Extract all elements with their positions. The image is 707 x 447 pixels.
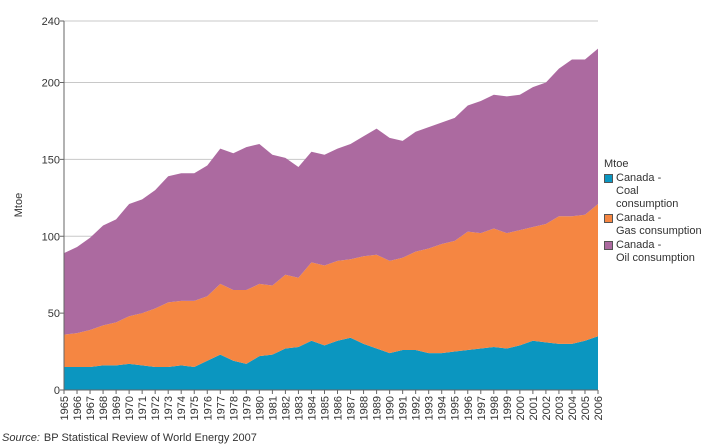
x-tick-label: 1986	[333, 396, 345, 420]
y-tick-label: 100	[42, 231, 60, 243]
legend-swatch-gas	[604, 214, 613, 223]
y-axis-label: Mtoe	[13, 193, 25, 217]
x-tick-label: 1993	[424, 396, 436, 420]
legend-title: Mtoe	[604, 158, 629, 170]
x-tick-label: 1966	[72, 396, 84, 420]
x-tick-label: 1979	[241, 396, 253, 420]
x-tick-label: 1978	[228, 396, 240, 420]
legend-text: consumption	[616, 198, 679, 210]
legend-item-gas: Canada - Gas consumption	[604, 212, 704, 238]
source-text: BP Statistical Review of World Energy 20…	[43, 432, 257, 444]
legend: Mtoe Canada - Coal consumption Canada - …	[604, 158, 704, 266]
x-tick-label: 1995	[450, 396, 462, 420]
x-tick-label: 1974	[176, 396, 188, 420]
x-tick-label: 2006	[593, 396, 605, 420]
y-tick-label: 240	[42, 16, 60, 28]
y-tick-label: 150	[42, 154, 60, 166]
legend-text: Canada -	[616, 172, 662, 184]
legend-text: Oil consumption	[616, 252, 695, 264]
x-tick-label: 2004	[567, 396, 579, 420]
x-tick-label: 1983	[293, 396, 305, 420]
x-tick-label: 1988	[359, 396, 371, 420]
x-tick-label: 1975	[189, 396, 201, 420]
x-tick-label: 2002	[541, 396, 553, 420]
area-series-coal	[64, 336, 598, 390]
legend-text: Canada -	[616, 212, 662, 224]
area-series-gas	[64, 203, 598, 367]
x-tick-label: 1994	[437, 396, 449, 420]
x-tick-label: 1987	[346, 396, 358, 420]
x-tick-label: 1980	[254, 396, 266, 420]
x-tick-label: 1992	[411, 396, 423, 420]
x-tick-label: 1996	[463, 396, 475, 420]
x-tick-label: 1972	[150, 396, 162, 420]
x-tick-label: 1991	[398, 396, 410, 420]
x-tick-label: 1985	[319, 396, 331, 420]
x-tick-label: 1977	[215, 396, 227, 420]
x-tick-label: 1968	[98, 396, 110, 420]
x-tick-label: 1990	[385, 396, 397, 420]
x-tick-label: 2000	[515, 396, 527, 420]
legend-text: Canada -	[616, 239, 662, 251]
x-tick-label: 1989	[372, 396, 384, 420]
legend-swatch-coal	[604, 174, 613, 183]
legend-text: Coal	[616, 185, 639, 197]
x-tick-label: 1997	[476, 396, 488, 420]
stacked-areas	[64, 48, 598, 390]
y-tick-label: 200	[42, 78, 60, 90]
x-tick-label: 1999	[502, 396, 514, 420]
y-tick-label: 0	[54, 385, 60, 397]
x-tick-label: 1984	[306, 396, 318, 420]
x-tick-label: 1969	[111, 396, 123, 420]
legend-text: Gas consumption	[616, 225, 702, 237]
x-tick-label: 1982	[280, 396, 292, 420]
legend-swatch-oil	[604, 241, 613, 250]
source-note: Source: BP Statistical Review of World En…	[2, 432, 257, 444]
x-tick-label: 1970	[124, 396, 136, 420]
x-tick-label: 1967	[85, 396, 97, 420]
x-tick-label: 1971	[137, 396, 149, 420]
legend-item-coal: Canada - Coal consumption	[604, 172, 704, 211]
x-tick-label: 2003	[554, 396, 566, 420]
x-tick-label: 2001	[528, 396, 540, 420]
x-tick-label: 1965	[59, 396, 71, 420]
source-label: Source:	[2, 432, 40, 444]
x-tick-label: 1998	[489, 396, 501, 420]
legend-item-oil: Canada - Oil consumption	[604, 239, 704, 265]
y-tick-label: 50	[48, 308, 60, 320]
x-tick-label: 1976	[202, 396, 214, 420]
x-tick-label: 2005	[580, 396, 592, 420]
x-tick-label: 1973	[163, 396, 175, 420]
x-tick-label: 1981	[267, 396, 279, 420]
area-series-oil	[64, 48, 598, 335]
